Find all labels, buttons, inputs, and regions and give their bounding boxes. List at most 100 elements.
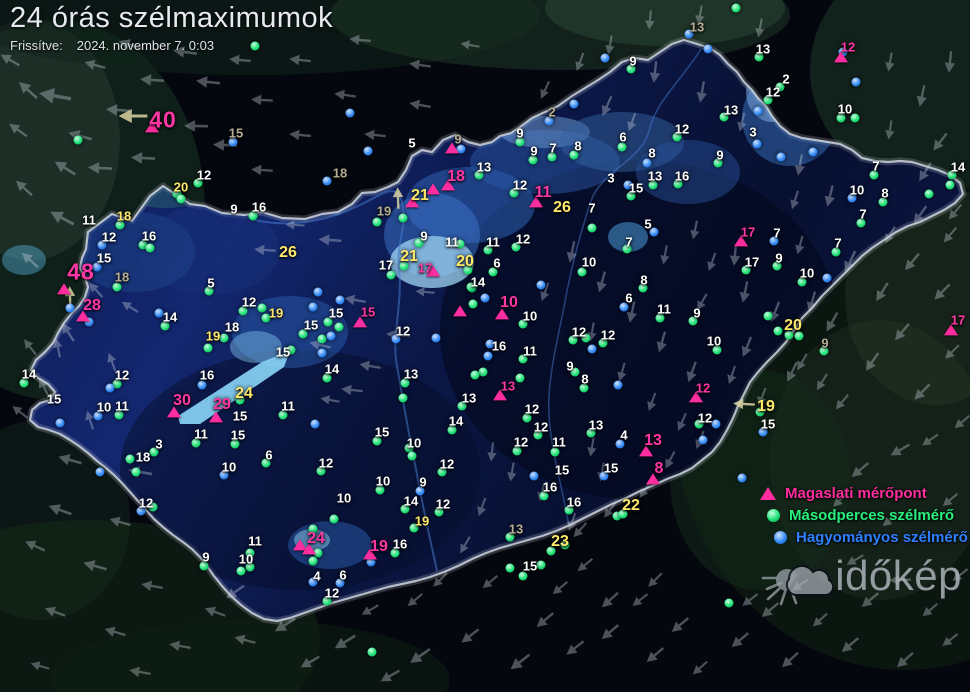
- sonic-station-dot[interactable]: [73, 135, 83, 145]
- sonic-station-dot[interactable]: [587, 223, 597, 233]
- sonic-station-dot[interactable]: [230, 439, 240, 449]
- sonic-station-dot[interactable]: [457, 401, 467, 411]
- sonic-station-dot[interactable]: [131, 467, 141, 477]
- sonic-station-dot[interactable]: [850, 113, 860, 123]
- peak-station-icon[interactable]: [426, 265, 440, 277]
- sonic-station-dot[interactable]: [434, 507, 444, 517]
- sonic-station-dot[interactable]: [515, 137, 525, 147]
- sonic-station-dot[interactable]: [655, 313, 665, 323]
- sonic-station-dot[interactable]: [522, 413, 532, 423]
- sonic-station-dot[interactable]: [367, 647, 377, 657]
- sonic-station-dot[interactable]: [511, 242, 521, 252]
- sonic-station-dot[interactable]: [775, 82, 785, 92]
- classic-station-dot[interactable]: [711, 419, 721, 429]
- sonic-station-dot[interactable]: [581, 333, 591, 343]
- sonic-station-dot[interactable]: [673, 179, 683, 189]
- sonic-station-dot[interactable]: [115, 220, 125, 230]
- sonic-station-dot[interactable]: [149, 447, 159, 457]
- classic-station-dot[interactable]: [536, 280, 546, 290]
- classic-station-dot[interactable]: [684, 29, 694, 39]
- classic-station-dot[interactable]: [65, 303, 75, 313]
- sonic-station-dot[interactable]: [617, 142, 627, 152]
- sonic-station-dot[interactable]: [145, 243, 155, 253]
- peak-station-icon[interactable]: [734, 235, 748, 247]
- sonic-station-dot[interactable]: [112, 379, 122, 389]
- classic-station-dot[interactable]: [93, 411, 103, 421]
- peak-station-icon[interactable]: [363, 548, 377, 560]
- sonic-station-dot[interactable]: [505, 532, 515, 542]
- sonic-station-dot[interactable]: [528, 155, 538, 165]
- sonic-station-dot[interactable]: [193, 178, 203, 188]
- classic-station-dot[interactable]: [569, 99, 579, 109]
- sonic-station-dot[interactable]: [924, 189, 934, 199]
- classic-station-dot[interactable]: [483, 351, 493, 361]
- sonic-station-dot[interactable]: [334, 322, 344, 332]
- sonic-station-dot[interactable]: [322, 373, 332, 383]
- sonic-station-dot[interactable]: [409, 523, 419, 533]
- classic-station-dot[interactable]: [326, 331, 336, 341]
- sonic-station-dot[interactable]: [518, 571, 528, 581]
- sonic-station-dot[interactable]: [375, 485, 385, 495]
- sonic-station-dot[interactable]: [19, 378, 29, 388]
- sonic-station-dot[interactable]: [579, 383, 589, 393]
- classic-station-dot[interactable]: [366, 557, 376, 567]
- sonic-station-dot[interactable]: [248, 211, 258, 221]
- sonic-station-dot[interactable]: [483, 245, 493, 255]
- sonic-station-dot[interactable]: [323, 317, 333, 327]
- sonic-station-dot[interactable]: [836, 113, 846, 123]
- sonic-station-dot[interactable]: [191, 438, 201, 448]
- sonic-station-dot[interactable]: [250, 41, 260, 51]
- classic-station-dot[interactable]: [219, 470, 229, 480]
- sonic-station-dot[interactable]: [470, 370, 480, 380]
- classic-station-dot[interactable]: [529, 471, 539, 481]
- sonic-station-dot[interactable]: [618, 509, 628, 519]
- sonic-station-dot[interactable]: [564, 505, 574, 515]
- sonic-station-dot[interactable]: [245, 562, 255, 572]
- sonic-station-dot[interactable]: [390, 548, 400, 558]
- classic-station-dot[interactable]: [758, 427, 768, 437]
- sonic-station-dot[interactable]: [488, 267, 498, 277]
- classic-station-dot[interactable]: [456, 144, 466, 154]
- sonic-station-dot[interactable]: [238, 306, 248, 316]
- sonic-station-dot[interactable]: [713, 158, 723, 168]
- sonic-station-dot[interactable]: [478, 367, 488, 377]
- classic-station-dot[interactable]: [485, 339, 495, 349]
- sonic-station-dot[interactable]: [797, 277, 807, 287]
- classic-station-dot[interactable]: [84, 317, 94, 327]
- sonic-station-dot[interactable]: [278, 410, 288, 420]
- sonic-station-dot[interactable]: [694, 419, 704, 429]
- classic-station-dot[interactable]: [97, 240, 107, 250]
- classic-station-dot[interactable]: [92, 262, 102, 272]
- sonic-station-dot[interactable]: [138, 240, 148, 250]
- sonic-station-dot[interactable]: [386, 270, 396, 280]
- classic-station-dot[interactable]: [345, 108, 355, 118]
- sonic-station-dot[interactable]: [672, 132, 682, 142]
- classic-station-dot[interactable]: [391, 334, 401, 344]
- classic-station-dot[interactable]: [752, 139, 762, 149]
- sonic-station-dot[interactable]: [329, 514, 339, 524]
- classic-station-dot[interactable]: [55, 418, 65, 428]
- classic-station-dot[interactable]: [753, 106, 763, 116]
- classic-station-dot[interactable]: [363, 146, 373, 156]
- classic-station-dot[interactable]: [851, 77, 861, 87]
- classic-station-dot[interactable]: [105, 383, 115, 393]
- peak-station-icon[interactable]: [834, 51, 848, 63]
- sonic-station-dot[interactable]: [298, 329, 308, 339]
- sonic-station-dot[interactable]: [612, 511, 622, 521]
- sonic-station-dot[interactable]: [856, 218, 866, 228]
- classic-station-dot[interactable]: [335, 578, 345, 588]
- sonic-station-dot[interactable]: [648, 180, 658, 190]
- sonic-station-dot[interactable]: [505, 563, 515, 573]
- sonic-station-dot[interactable]: [515, 373, 525, 383]
- classic-station-dot[interactable]: [335, 295, 345, 305]
- classic-station-dot[interactable]: [431, 333, 441, 343]
- classic-station-dot[interactable]: [480, 293, 490, 303]
- sonic-station-dot[interactable]: [546, 546, 556, 556]
- peak-station-icon[interactable]: [445, 142, 459, 154]
- classic-station-dot[interactable]: [95, 467, 105, 477]
- sonic-station-dot[interactable]: [286, 345, 296, 355]
- classic-station-dot[interactable]: [703, 44, 713, 54]
- sonic-station-dot[interactable]: [712, 345, 722, 355]
- sonic-station-dot[interactable]: [763, 95, 773, 105]
- sonic-station-dot[interactable]: [947, 170, 957, 180]
